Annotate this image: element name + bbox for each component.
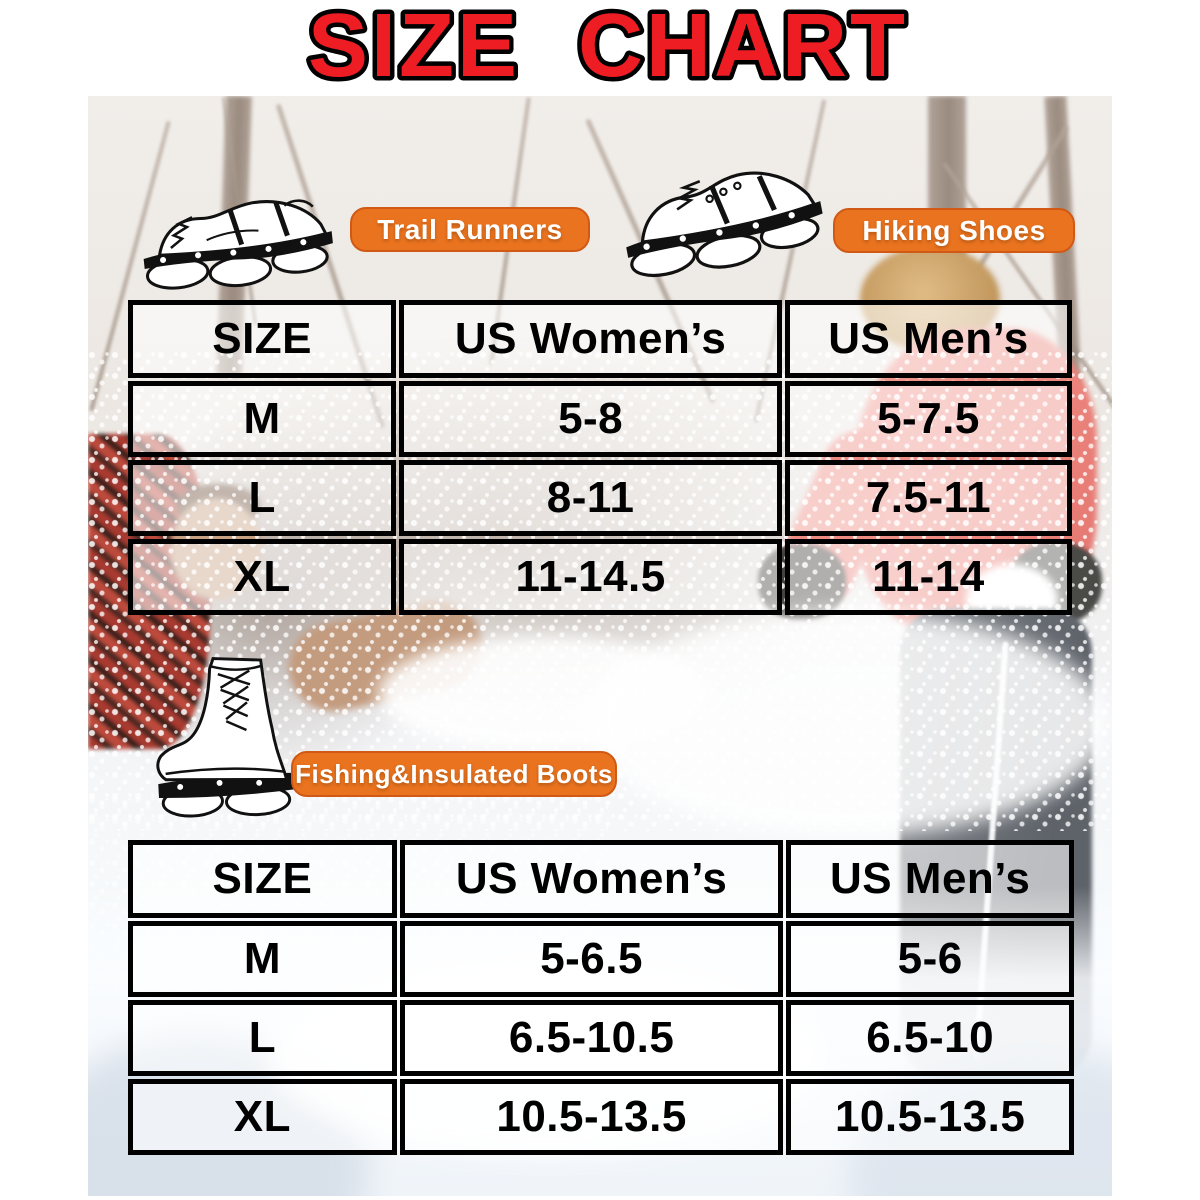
column-header-men: US Men’s: [784, 300, 1072, 378]
table-row: M 5-6.5 5-6: [128, 921, 1074, 997]
trail-runner-shoe-icon: [143, 199, 333, 290]
cell-women: 5-8: [399, 381, 782, 457]
table-row: L 8-11 7.5-11: [128, 460, 1072, 536]
cell-size: XL: [128, 1079, 397, 1155]
cell-men: 10.5-13.5: [786, 1079, 1074, 1155]
badge-hiking-shoes: Hiking Shoes: [833, 208, 1075, 253]
cell-size: L: [128, 1000, 397, 1076]
size-table-boots: SIZE US Women’s US Men’s M 5-6.5 5-6 L 6…: [125, 837, 1077, 1158]
column-header-size: SIZE: [128, 840, 397, 918]
size-table-shoes: SIZE US Women’s US Men’s M 5-8 5-7.5 L 8…: [125, 297, 1075, 618]
column-header-size: SIZE: [128, 300, 397, 378]
column-header-women: US Women’s: [399, 300, 782, 378]
cell-men: 6.5-10: [786, 1000, 1074, 1076]
cell-women: 6.5-10.5: [399, 1000, 784, 1076]
hiking-shoe-icon: [626, 171, 823, 278]
title-banner: SIZE CHART: [304, 2, 910, 96]
table-row: L 6.5-10.5 6.5-10: [128, 1000, 1074, 1076]
cell-size: XL: [128, 539, 397, 615]
cell-size: L: [128, 460, 397, 536]
cell-size: M: [128, 381, 397, 457]
cell-women: 5-6.5: [399, 921, 784, 997]
table-row: XL 11-14.5 11-14: [128, 539, 1072, 615]
page-title: SIZE CHART: [308, 2, 908, 96]
table-row: M 5-8 5-7.5: [128, 381, 1072, 457]
cell-women: 11-14.5: [399, 539, 782, 615]
column-header-men: US Men’s: [786, 840, 1074, 918]
column-header-women: US Women’s: [399, 840, 784, 918]
badge-label: Fishing&Insulated Boots: [295, 758, 613, 789]
cell-women: 10.5-13.5: [399, 1079, 784, 1155]
cell-women: 8-11: [399, 460, 782, 536]
badge-fishing-insulated-boots: Fishing&Insulated Boots: [291, 751, 617, 797]
cell-men: 7.5-11: [784, 460, 1072, 536]
table-row: XL 10.5-13.5 10.5-13.5: [128, 1079, 1074, 1155]
badge-trail-runners: Trail Runners: [350, 207, 590, 252]
cell-size: M: [128, 921, 397, 997]
badge-label: Trail Runners: [377, 213, 563, 245]
cell-men: 5-6: [786, 921, 1074, 997]
cell-men: 11-14: [784, 539, 1072, 615]
badge-label: Hiking Shoes: [862, 214, 1046, 246]
insulated-boot-icon: [156, 657, 302, 818]
table-header-row: SIZE US Women’s US Men’s: [128, 840, 1074, 918]
cell-men: 5-7.5: [784, 381, 1072, 457]
table-header-row: SIZE US Women’s US Men’s: [128, 300, 1072, 378]
